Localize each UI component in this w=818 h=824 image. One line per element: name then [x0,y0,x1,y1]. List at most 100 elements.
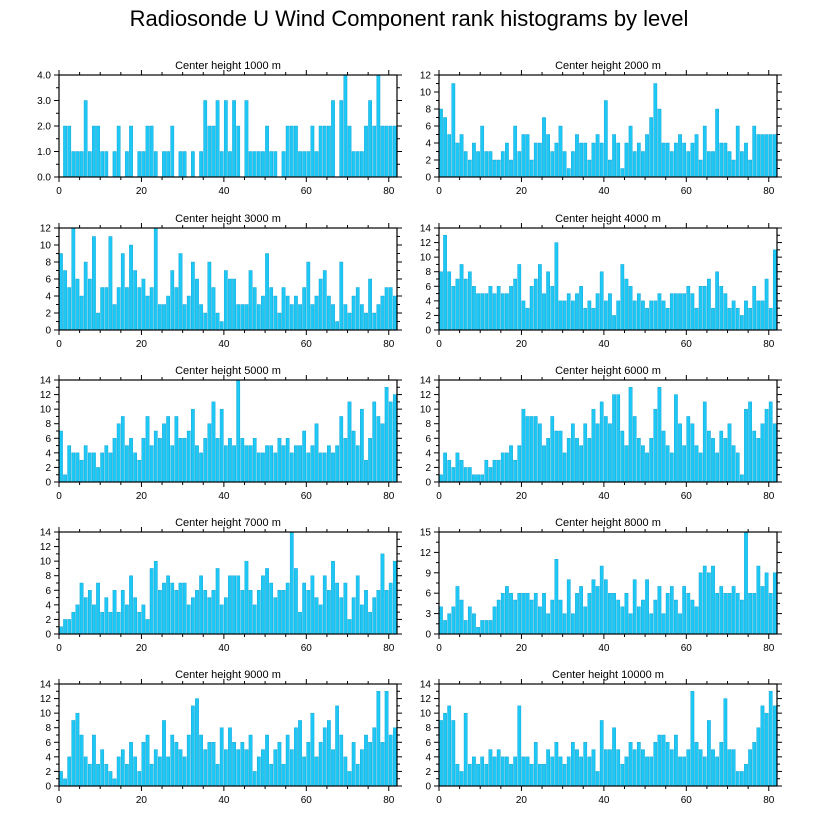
histogram-bar [75,151,80,178]
histogram-bar [719,586,724,635]
histogram-bar [145,619,150,635]
histogram-bar [87,452,92,483]
histogram-bar [273,151,278,178]
histogram-bar [480,620,485,635]
histogram-bar [599,401,604,483]
histogram-bar [343,438,348,483]
histogram-bar [273,295,278,331]
x-tick-label: 40 [218,491,230,502]
histogram-bar [694,445,699,483]
y-tick-label: 2 [425,156,431,167]
histogram-bar [207,423,212,483]
histogram-bar [219,727,224,787]
histogram-bar [492,459,497,483]
histogram-bar [768,134,773,178]
y-tick-label: 4 [425,139,431,150]
histogram-bar [145,416,150,483]
histogram-bar [550,599,555,635]
histogram-panel: Center height 3000 m 0 20 40 60 80 0 2 4 6 8 10 12 [40,213,402,350]
histogram-bar [538,423,542,483]
histogram-bar [459,134,464,178]
histogram-bar [318,278,323,331]
histogram-bar [211,287,216,331]
histogram-bar [472,756,476,787]
histogram-bar [649,438,654,483]
histogram-bar [513,756,518,787]
y-tick-label: 4 [45,752,51,763]
histogram-bar [174,287,179,331]
histogram-bar [702,565,707,635]
histogram-bar [744,300,748,331]
histogram-bar [71,151,76,178]
histogram-bar [182,756,187,787]
histogram-bar [616,599,621,635]
histogram-bar [665,593,670,635]
histogram-bar [591,749,596,787]
histogram-bar [731,300,736,331]
histogram-bar [521,756,526,787]
histogram-bar [690,142,695,178]
histogram-bar [579,445,583,483]
histogram-bar [707,278,711,331]
histogram-bar [500,293,505,331]
histogram-bar [492,293,497,331]
histogram-bar [500,756,505,787]
histogram-bar [533,593,538,635]
histogram-bar [129,575,133,635]
histogram-bar [318,452,323,483]
histogram-bar [476,151,480,178]
histogram-bar [104,445,109,483]
histogram-bar [612,593,616,635]
histogram-bar [310,712,315,787]
histogram-bar [83,100,88,178]
histogram-bar [571,613,575,635]
histogram-bar [170,270,175,331]
histogram-panel: Center height 10000 m 0 20 40 60 80 0 2 4 6 8 10 12 1… [420,669,782,806]
histogram-bar [484,151,489,178]
histogram-bar [702,286,707,331]
histogram-bar [265,734,269,787]
histogram-bar [649,300,654,331]
histogram-bar [277,590,282,635]
histogram-bar [517,264,522,331]
histogram-bar [376,590,381,635]
histogram-bar [616,142,621,178]
x-tick-label: 80 [763,795,775,806]
x-tick-label: 60 [681,491,693,502]
histogram-bar [554,142,559,178]
histogram-bar [215,312,220,331]
histogram-bar [298,304,302,331]
histogram-bar [521,134,526,178]
x-tick-label: 60 [681,339,693,350]
histogram-bar [620,264,625,331]
histogram-bar [599,565,604,635]
histogram-bar [137,459,142,483]
histogram-bar [772,423,777,483]
y-tick-label: 12 [420,694,432,705]
histogram-bar [285,295,290,331]
x-tick-label: 40 [598,795,610,806]
histogram-bar [632,579,637,635]
histogram-bar [608,749,612,787]
x-tick-label: 0 [436,795,442,806]
histogram-bar [294,568,298,635]
histogram-bar [166,416,170,483]
histogram-bar [443,712,447,787]
histogram-bar [459,771,464,787]
histogram-bar [372,727,377,787]
histogram-bar [67,756,72,787]
histogram-bar [463,620,468,635]
histogram-bar [75,452,80,483]
x-tick-label: 0 [436,491,442,502]
histogram-bar [376,74,381,178]
x-tick-label: 20 [516,491,528,502]
histogram-bar [636,293,641,331]
histogram-bar [768,593,773,635]
histogram-bar [384,387,389,483]
histogram-bar [752,286,757,331]
histogram-bar [310,445,315,483]
histogram-bar [277,438,282,483]
histogram-bar [595,134,600,178]
histogram-bar [199,151,203,178]
histogram-bar [306,261,311,331]
